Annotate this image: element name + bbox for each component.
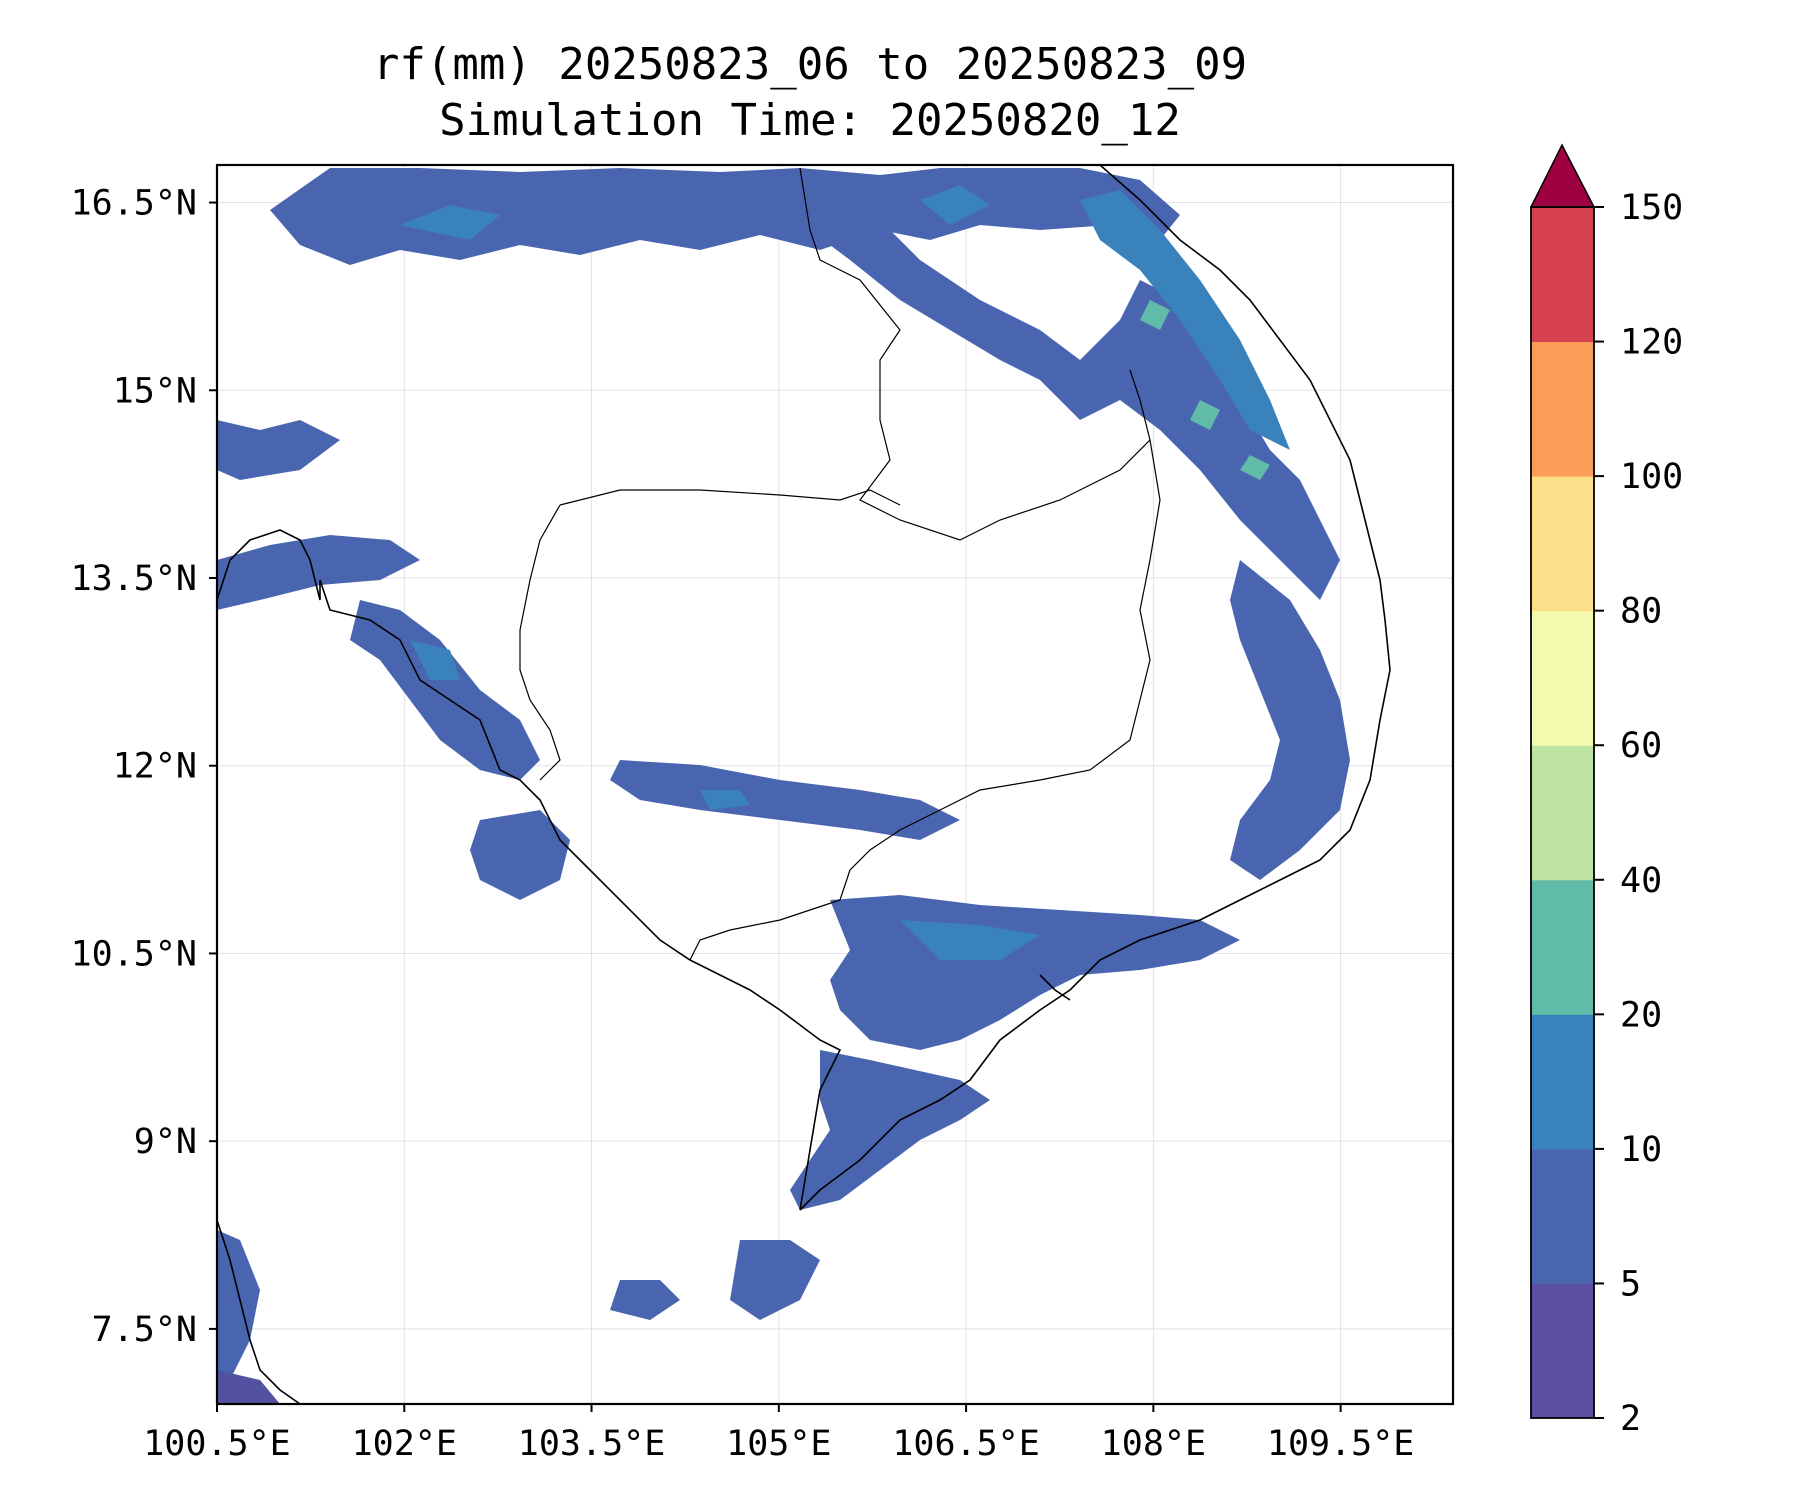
lat-tick-label: 10.5°N xyxy=(71,934,197,974)
lat-tick-label: 9°N xyxy=(134,1122,197,1162)
colorbar-tick-label: 40 xyxy=(1620,861,1662,901)
colorbar-extend-triangle xyxy=(1529,143,1596,208)
colorbar-segment xyxy=(1531,610,1594,746)
thailand-cambodia-west-border xyxy=(519,504,561,781)
map-subtitle: Simulation Time: 20250820_12 xyxy=(439,95,1181,146)
lon-tick-label: 108°E xyxy=(1101,1424,1206,1464)
cambodia-vietnam-border xyxy=(689,439,1161,961)
coastline xyxy=(217,165,1391,1404)
colorbar-tick-label: 2 xyxy=(1620,1399,1641,1439)
laos-vietnam-border xyxy=(799,167,1151,541)
colorbar-segment xyxy=(1531,476,1594,612)
rain-patch-sw-cluster xyxy=(470,810,570,900)
rain-patch-gulf-1 xyxy=(730,1240,820,1320)
colorbar-segment xyxy=(1531,745,1594,881)
rain-patch-central-heavy xyxy=(700,790,750,810)
country-borders xyxy=(519,167,1161,961)
rainfall-field xyxy=(217,168,1350,1404)
lat-tick-label: 15°N xyxy=(113,371,197,411)
lon-tick-label: 103.5°E xyxy=(518,1424,666,1464)
rain-patch-gulf-2 xyxy=(610,1280,680,1320)
colorbar-segment xyxy=(1531,879,1594,1015)
lat-tick-label: 12°N xyxy=(113,747,197,787)
colorbar: 2 5 10 20 40 60 80 100 120 150 xyxy=(1529,143,1683,1439)
colorbar-segment xyxy=(1531,1014,1594,1150)
colorbar-segment xyxy=(1531,1148,1594,1284)
gulf-of-thailand-coastline xyxy=(217,529,842,1211)
colorbar-segment xyxy=(1531,207,1594,343)
rain-patch-west-heavy xyxy=(410,640,460,680)
colorbar-tick-label: 60 xyxy=(1620,726,1662,766)
colorbar-segment xyxy=(1531,341,1594,477)
lon-tick-label: 106.5°E xyxy=(892,1424,1040,1464)
rain-patch-north-heavy-2 xyxy=(920,185,990,225)
lon-tick-label: 109.5°E xyxy=(1267,1424,1415,1464)
rain-patch-central-band xyxy=(610,760,960,840)
colorbar-frame xyxy=(1530,206,1595,1419)
colorbar-ticks: 2 5 10 20 40 60 80 100 120 150 xyxy=(1594,188,1683,1439)
rain-patch-mekong-heavy xyxy=(900,920,1040,960)
rain-patch-southwest-corner-2 xyxy=(217,1370,280,1404)
colorbar-tick-label: 120 xyxy=(1620,323,1683,363)
lon-tick-label: 105°E xyxy=(726,1424,831,1464)
lat-tick-label: 16.5°N xyxy=(71,184,197,224)
map-frame xyxy=(215,163,1455,1406)
longitude-axis: 100.5°E 102°E 103.5°E 105°E 106.5°E 108°E 109.… xyxy=(143,1404,1414,1464)
rain-patch-northeast-intense xyxy=(1140,300,1270,480)
lon-tick-label: 100.5°E xyxy=(143,1424,291,1464)
rain-patch-northeast xyxy=(800,180,1340,600)
rain-patch-north-heavy xyxy=(400,205,500,240)
rain-patch-west-2 xyxy=(217,535,420,610)
rain-patch-west-3 xyxy=(350,600,540,780)
latitude-axis: 16.5°N 15°N 13.5°N 12°N 10.5°N 9°N 7.5°N xyxy=(71,184,217,1350)
colorbar-tick-label: 20 xyxy=(1620,995,1662,1035)
thailand-cambodia-border xyxy=(559,489,901,506)
colorbar-segment xyxy=(1531,1283,1594,1419)
map-panel: 100.5°E 102°E 103.5°E 105°E 106.5°E 108°E 109.… xyxy=(71,163,1455,1464)
mekong-delta-coast xyxy=(1039,974,1071,1001)
malay-coastline xyxy=(217,1219,301,1404)
lon-tick-label: 102°E xyxy=(352,1424,457,1464)
rain-patch-central-coast xyxy=(1230,560,1350,880)
colorbar-tick-label: 150 xyxy=(1620,188,1683,228)
lat-tick-label: 7.5°N xyxy=(92,1310,197,1350)
map-title: rf(mm) 20250823_06 to 20250823_09 xyxy=(372,39,1248,90)
colorbar-segments xyxy=(1531,207,1594,1419)
rain-patch-west-1 xyxy=(217,420,340,480)
colorbar-tick-label: 100 xyxy=(1620,457,1683,497)
colorbar-tick-label: 5 xyxy=(1620,1264,1641,1304)
colorbar-tick-label: 10 xyxy=(1620,1130,1662,1170)
lat-tick-label: 13.5°N xyxy=(71,559,197,599)
rain-patch-northeast-heavy xyxy=(1080,190,1290,450)
vietnam-coastline xyxy=(799,165,1391,1211)
rain-patch-southwest-corner xyxy=(217,1230,260,1390)
colorbar-tick-label: 80 xyxy=(1620,592,1662,632)
